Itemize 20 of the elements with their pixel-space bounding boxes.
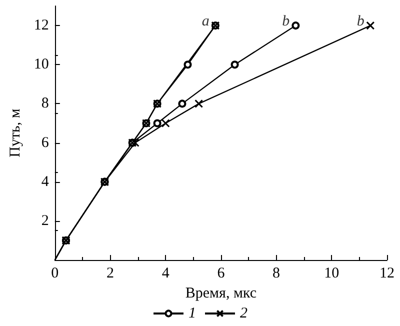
x-tick-label: 6	[217, 266, 226, 282]
y-tick-label: 12	[34, 18, 49, 34]
x-tick-label: 0	[51, 266, 59, 282]
y-tick-label: 4	[41, 174, 50, 190]
y-tick-label: 8	[41, 96, 49, 112]
y-tick-label: 6	[41, 134, 50, 151]
x-tick-label: 12	[380, 266, 394, 282]
y-tick-label: 2	[41, 212, 49, 229]
annotation: a	[202, 14, 210, 30]
x-tick-label: 10	[324, 266, 340, 282]
annotation: b	[282, 14, 290, 30]
legend-label: 1	[188, 306, 196, 322]
y-axis-title: Путь, м	[8, 108, 24, 158]
x-tick-label: 4	[162, 266, 170, 282]
x-tick-label: 2	[106, 266, 114, 282]
x-axis-title: Время, мкс	[185, 286, 257, 302]
x-tick-label: 8	[272, 266, 280, 282]
y-tick-label: 10	[34, 56, 49, 73]
legend-label: 2	[240, 306, 248, 322]
annotation: b	[356, 14, 365, 30]
